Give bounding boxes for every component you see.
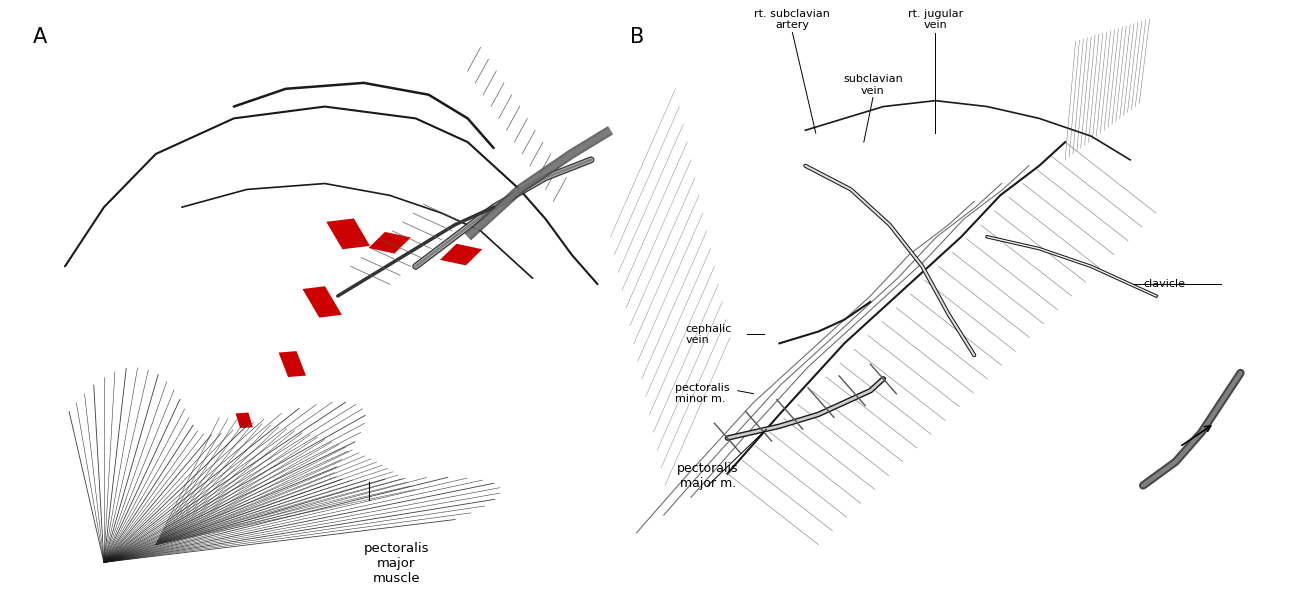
Polygon shape <box>440 244 482 265</box>
Text: pectoralis
major
muscle: pectoralis major muscle <box>364 542 429 585</box>
Polygon shape <box>278 351 307 377</box>
Text: A: A <box>32 27 47 47</box>
Text: B: B <box>630 27 644 47</box>
Text: subclavian
vein: subclavian vein <box>843 74 903 95</box>
Text: pectoralis
major m.: pectoralis major m. <box>677 462 739 490</box>
Polygon shape <box>303 287 342 317</box>
Text: rt. subclavian
artery: rt. subclavian artery <box>755 9 830 30</box>
Text: clavicle: clavicle <box>1143 279 1185 289</box>
Polygon shape <box>369 232 410 253</box>
Text: rt. jugular
vein: rt. jugular vein <box>908 9 963 30</box>
Text: cephalic
vein: cephalic vein <box>686 324 733 345</box>
Polygon shape <box>235 413 253 428</box>
Polygon shape <box>326 218 370 249</box>
Text: pectoralis
minor m.: pectoralis minor m. <box>675 383 730 404</box>
